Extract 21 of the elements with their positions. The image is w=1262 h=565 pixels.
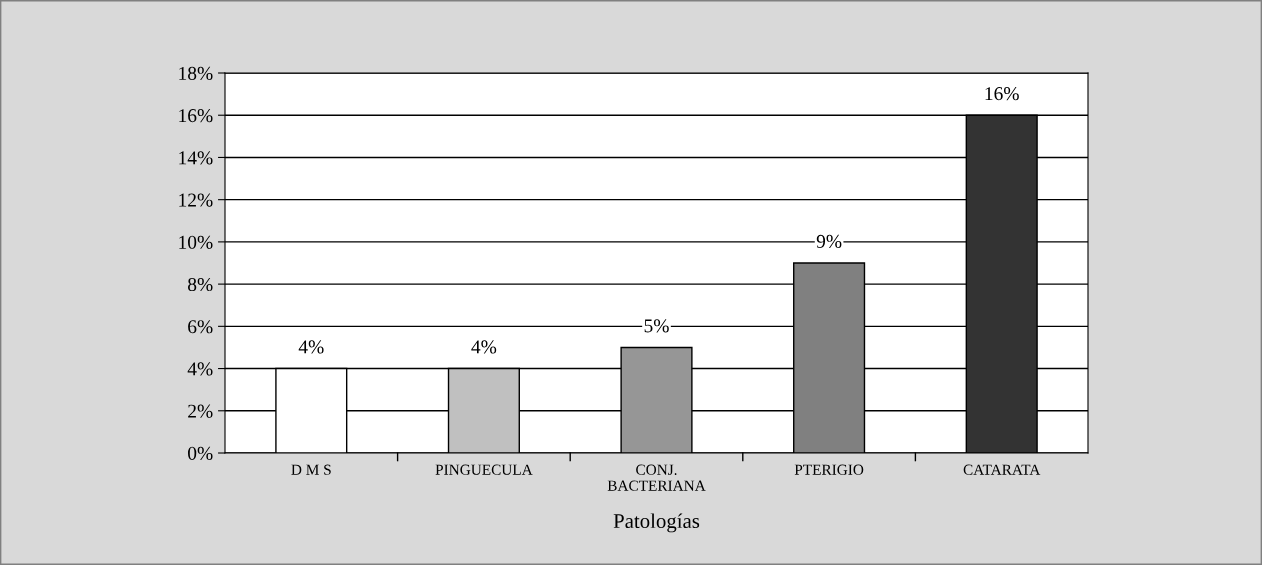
data-label: 4% <box>298 340 324 354</box>
y-tick-label: 10% <box>179 235 213 249</box>
y-tick-label: 0% <box>188 446 213 460</box>
y-tick-label: 4% <box>187 362 213 376</box>
y-tick-label: 2% <box>188 404 213 418</box>
x-tick-label: CATARATA <box>963 464 1041 475</box>
x-tick-label: PINGUECULA <box>435 464 533 475</box>
x-tick-label: CONJ. BACTERIANA <box>607 464 706 491</box>
y-tick-label: 14% <box>179 151 213 165</box>
data-label: 9% <box>816 234 842 248</box>
data-label: 4% <box>471 340 497 354</box>
x-tick-label: D M S <box>291 464 331 475</box>
y-tick-label: 16% <box>179 109 213 123</box>
y-tick-label: 6% <box>188 320 213 334</box>
data-label: 5% <box>644 319 669 333</box>
y-tick-label: 18% <box>179 66 213 80</box>
y-tick-label: 8% <box>188 277 213 292</box>
x-tick-label: PTERIGIO <box>794 464 864 475</box>
x-axis-title: Patologías <box>613 513 700 533</box>
y-tick-label: 12% <box>179 193 213 207</box>
data-label: 16% <box>985 87 1019 101</box>
